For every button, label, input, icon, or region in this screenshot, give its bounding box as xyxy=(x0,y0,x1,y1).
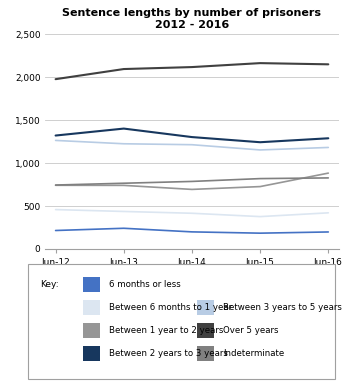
Bar xyxy=(83,346,100,362)
Text: Key:: Key: xyxy=(40,280,59,290)
Bar xyxy=(83,323,100,339)
Text: Between 6 months to 1 year: Between 6 months to 1 year xyxy=(109,303,232,313)
Bar xyxy=(83,300,100,316)
Bar xyxy=(83,277,100,293)
FancyBboxPatch shape xyxy=(28,264,335,379)
Title: Sentence lengths by number of prisoners
2012 - 2016: Sentence lengths by number of prisoners … xyxy=(62,8,321,29)
Text: Between 1 year to 2 years: Between 1 year to 2 years xyxy=(109,326,224,336)
Text: Between 2 years to 3 years: Between 2 years to 3 years xyxy=(109,349,228,358)
Bar xyxy=(197,300,214,316)
Text: Indeterminate: Indeterminate xyxy=(223,349,284,358)
Text: Between 3 years to 5 years: Between 3 years to 5 years xyxy=(223,303,342,313)
Bar xyxy=(197,346,214,362)
Text: 6 months or less: 6 months or less xyxy=(109,280,181,290)
Bar xyxy=(197,323,214,339)
Text: Over 5 years: Over 5 years xyxy=(223,326,279,336)
